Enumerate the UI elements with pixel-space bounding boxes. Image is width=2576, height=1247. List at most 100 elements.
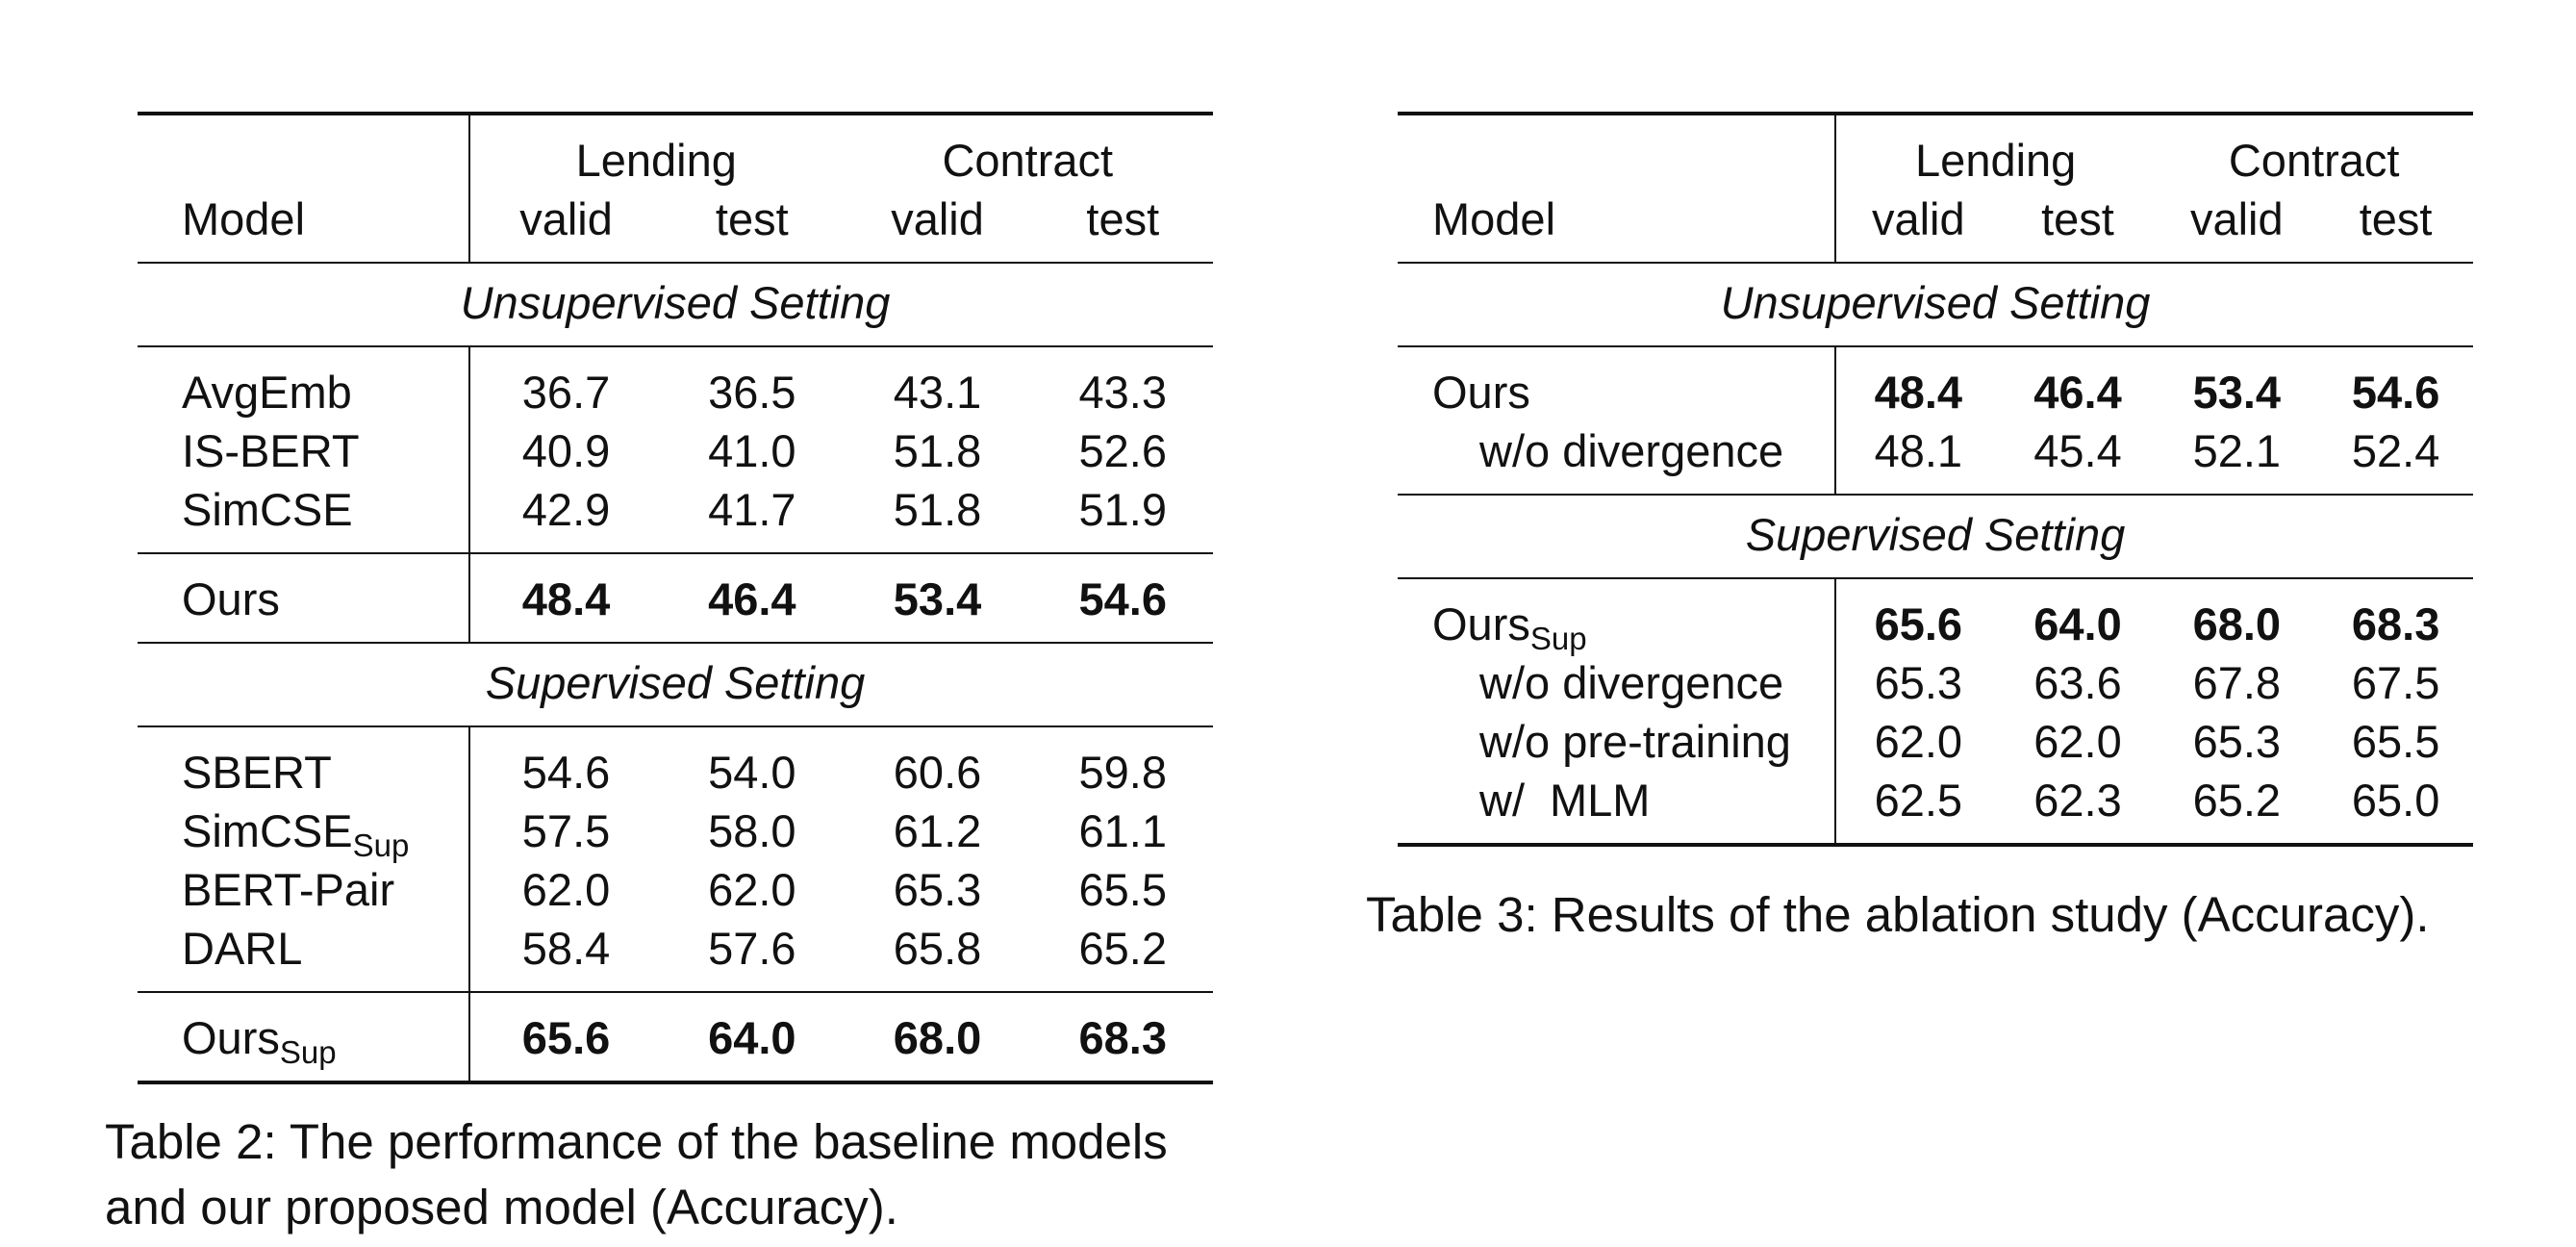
cell-value: 65.3: [2192, 716, 2282, 767]
cell-value: 57.6: [708, 923, 796, 974]
section-title-unsupervised: Unsupervised Setting: [460, 277, 891, 328]
header-blank: [1398, 114, 1836, 190]
cell-value: 62.0: [1874, 716, 1963, 767]
header-subcol: test: [2359, 193, 2433, 244]
cell-value: 65.2: [1078, 923, 1168, 974]
cell-value-best: 46.4: [708, 573, 796, 624]
cell-value: 51.9: [1078, 484, 1168, 535]
row-model-name: w/o divergence: [1398, 421, 1836, 495]
cell-value-best: 48.4: [1874, 367, 1963, 418]
cell-value: 60.6: [893, 747, 982, 798]
cell-value-best: 53.4: [2192, 367, 2282, 418]
table-3-caption: Table 3: Results of the ablation study (…: [1366, 887, 2430, 942]
row-model-name: w/o divergence: [1398, 653, 1836, 712]
cell-value: 65.8: [893, 923, 982, 974]
cell-value: 62.0: [521, 864, 611, 915]
cell-value: 62.0: [2033, 716, 2122, 767]
cell-value-best: 46.4: [2033, 367, 2122, 418]
header-group-contract: Contract: [942, 135, 1114, 186]
cell-value: 41.0: [708, 425, 796, 476]
header-group-lending: Lending: [575, 135, 737, 186]
cell-value-best: 68.0: [893, 1012, 982, 1063]
cell-value: 65.3: [1874, 657, 1963, 708]
caption-line: Table 2: The performance of the baseline…: [105, 1114, 1168, 1169]
row-model-name: AvgEmb: [138, 346, 470, 421]
cell-value: 67.5: [2351, 657, 2440, 708]
cell-value: 36.5: [708, 367, 796, 418]
model-name-base: MLM: [1550, 775, 1651, 826]
cell-value-best: 64.0: [708, 1012, 796, 1063]
model-name-subscript: Sup: [1529, 621, 1587, 656]
cell-value: 36.7: [521, 367, 611, 418]
header-model: Model: [1398, 190, 1836, 263]
cell-value: 51.8: [893, 484, 982, 535]
cell-value-best: 54.6: [2351, 367, 2440, 418]
header-subcol: valid: [519, 193, 613, 244]
cell-value: 52.4: [2351, 425, 2440, 476]
row-model-name: DARL: [138, 919, 470, 992]
model-name-prefix: w/: [1479, 775, 1525, 826]
cell-value: 65.2: [2192, 775, 2282, 826]
section-title-supervised: Supervised Setting: [1745, 509, 2126, 560]
model-name-subscript: Sup: [279, 1034, 337, 1070]
cell-value: 42.9: [521, 484, 611, 535]
cell-value: 54.6: [521, 747, 611, 798]
header-subcol: test: [715, 193, 789, 244]
model-name-base: SimCSE: [182, 805, 353, 856]
cell-value-best: 65.6: [521, 1012, 611, 1063]
header-subcol: test: [2041, 193, 2114, 244]
header-group-contract: Contract: [2228, 135, 2400, 186]
caption-line: and our proposed model (Accuracy).: [105, 1180, 898, 1234]
cell-value: 62.5: [1874, 775, 1963, 826]
cell-value: 45.4: [2033, 425, 2122, 476]
row-model-name: Ours: [138, 553, 470, 643]
cell-value: 61.2: [893, 805, 982, 856]
cell-value: 65.5: [1078, 864, 1168, 915]
header-group-lending: Lending: [1915, 135, 2077, 186]
header-subcol: valid: [1871, 193, 1965, 244]
section-title-supervised: Supervised Setting: [485, 657, 866, 708]
cell-value-best: 68.3: [2351, 598, 2440, 649]
cell-value: 65.5: [2351, 716, 2440, 767]
row-model-name: Ours: [1398, 346, 1836, 421]
row-model-name: IS-BERT: [138, 421, 470, 480]
cell-value: 58.0: [708, 805, 796, 856]
cell-value: 57.5: [521, 805, 611, 856]
cell-value: 65.0: [2351, 775, 2440, 826]
row-model-name: BERT-Pair: [138, 860, 470, 919]
cell-value: 54.0: [708, 747, 796, 798]
cell-value: 52.6: [1078, 425, 1168, 476]
row-model-name: SBERT: [138, 726, 470, 802]
cell-value-best: 54.6: [1078, 573, 1168, 624]
row-model-name: SimCSESup: [138, 802, 470, 863]
header-subcol: valid: [891, 193, 984, 244]
cell-value: 62.3: [2033, 775, 2122, 826]
table-2-caption: Table 2: The performance of the baseline…: [105, 1109, 1307, 1240]
cell-value: 65.3: [893, 864, 982, 915]
model-name-base: Ours: [1432, 598, 1530, 649]
row-model-name: SimCSE: [138, 480, 470, 553]
cell-value: 58.4: [521, 923, 611, 974]
cell-value-best: 53.4: [893, 573, 982, 624]
cell-value-best: 64.0: [2033, 598, 2122, 649]
cell-value: 67.8: [2192, 657, 2282, 708]
cell-value: 43.3: [1078, 367, 1168, 418]
model-name-subscript: Sup: [352, 827, 410, 863]
cell-value: 48.1: [1874, 425, 1963, 476]
cell-value: 41.7: [708, 484, 796, 535]
header-subcol: valid: [2189, 193, 2284, 244]
cell-value-best: 65.6: [1874, 598, 1963, 649]
row-model-name: w/MLM: [1398, 771, 1836, 845]
row-model-name: w/o pre-training: [1398, 712, 1836, 771]
cell-value: 61.1: [1078, 805, 1168, 856]
header-blank: [138, 114, 470, 190]
row-model-name: OursSup: [138, 992, 470, 1082]
header-subcol: test: [1086, 193, 1160, 244]
cell-value: 43.1: [893, 367, 982, 418]
cell-value: 51.8: [893, 425, 982, 476]
table-3: Lending Contract Model valid test valid …: [1398, 112, 2473, 847]
row-model-name: OursSup: [1398, 578, 1836, 656]
cell-value: 62.0: [708, 864, 796, 915]
cell-value: 52.1: [2192, 425, 2282, 476]
model-name-base: Ours: [182, 1012, 280, 1063]
